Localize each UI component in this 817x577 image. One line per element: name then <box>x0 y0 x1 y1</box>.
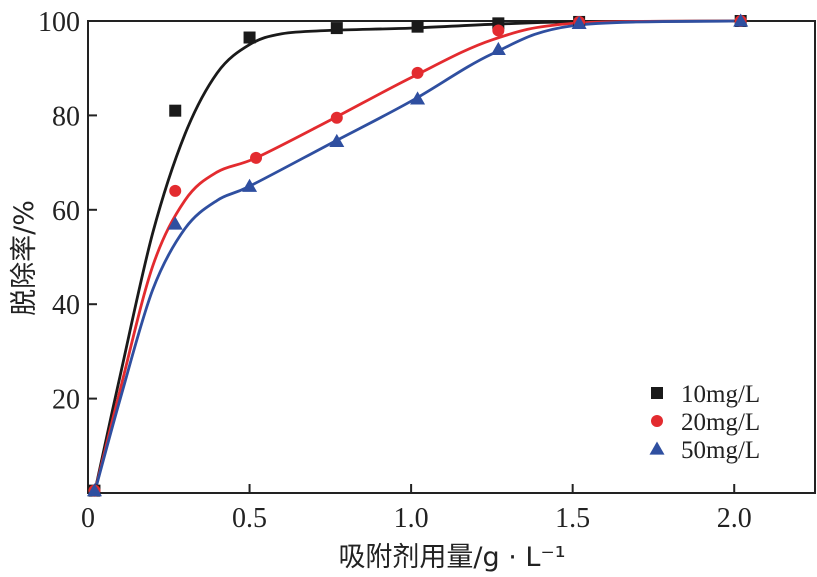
data-point-10mg-l <box>243 31 256 44</box>
legend-label-20mg-l: 20mg/L <box>681 409 760 436</box>
y-axis-label: 脱除率/% <box>9 200 40 316</box>
y-tick-label: 20 <box>52 385 80 416</box>
x-tick-label: 2.0 <box>717 503 752 534</box>
y-axis-ticks: 20 40 60 80 100 <box>38 7 97 416</box>
fit-line-10mg-l <box>93 19 735 494</box>
data-point-10mg-l <box>411 20 424 33</box>
y-tick-label: 40 <box>52 290 80 321</box>
legend-label-10mg-l: 10mg/L <box>681 381 760 408</box>
fit-line-50mg-l <box>93 19 735 494</box>
data-point-50mg-l <box>733 13 749 27</box>
fit-line-20mg-l <box>93 19 735 494</box>
y-tick-label: 60 <box>52 196 80 227</box>
data-point-10mg-l <box>169 104 182 117</box>
x-tick-label: 1.0 <box>394 503 429 534</box>
data-point-20mg-l <box>330 111 343 124</box>
legend-marker-10mg-l <box>651 387 663 399</box>
data-point-50mg-l <box>571 15 587 29</box>
x-tick-label: 0 <box>81 503 95 534</box>
data-point-50mg-l <box>329 133 345 147</box>
data-point-10mg-l <box>330 22 343 35</box>
x-tick-label: 1.5 <box>555 503 590 534</box>
x-axis-ticks: 0 0.5 1.0 1.5 2.0 <box>81 484 752 534</box>
data-point-20mg-l <box>411 66 424 79</box>
data-point-20mg-l <box>169 184 182 197</box>
data-point-50mg-l <box>167 216 183 230</box>
y-tick-label: 100 <box>38 7 80 38</box>
data-point-20mg-l <box>492 24 505 37</box>
data-markers <box>86 13 749 497</box>
legend-marker-50mg-l <box>649 441 665 455</box>
data-point-50mg-l <box>410 91 426 105</box>
legend-marker-20mg-l <box>651 415 663 427</box>
data-point-50mg-l <box>490 41 506 55</box>
data-point-20mg-l <box>250 151 263 164</box>
legend-label-50mg-l: 50mg/L <box>681 437 760 464</box>
data-point-50mg-l <box>86 483 102 497</box>
plot-frame <box>87 20 816 494</box>
x-axis-label: 吸附剂用量/g · L⁻¹ <box>338 542 565 573</box>
data-point-50mg-l <box>242 178 258 192</box>
x-tick-label: 0.5 <box>232 503 267 534</box>
fit-lines <box>93 19 735 494</box>
plot-border <box>87 20 816 494</box>
y-tick-label: 80 <box>52 101 80 132</box>
